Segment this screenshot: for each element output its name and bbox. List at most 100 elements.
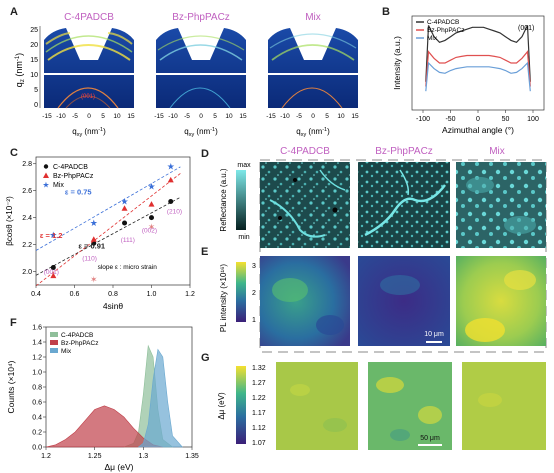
panel-e-colorbar-tick: 1	[252, 317, 256, 324]
panel-a-xtick: 0	[199, 113, 203, 120]
panel-b-annotation: (001)	[518, 25, 534, 32]
panel-c-xlabel: 4sinθ	[103, 301, 124, 311]
panel-a-xtick: -15	[42, 113, 52, 120]
panel-a-xtick: -5	[296, 113, 302, 120]
svg-text:qz (nm-1): qz (nm-1)	[14, 53, 26, 87]
panel-d-colorbar	[236, 170, 246, 230]
panel-c-point	[122, 221, 127, 226]
panel-e-colorbar	[236, 262, 246, 322]
panel-a-title: Mix	[305, 12, 321, 23]
panel-f-legend-label: C-4PADCB	[61, 332, 93, 339]
pl-map-c4padcb	[260, 256, 350, 346]
panel-b-legend-label: Bz-PhpPACz	[427, 27, 464, 34]
panel-a-ylabel-unit: (nm	[14, 61, 24, 79]
panel-f-ytick: 0.2	[32, 430, 42, 437]
panel-c-point: ★	[90, 218, 98, 228]
panel-c-legend-swatch	[43, 173, 49, 179]
panel-c-legend-label: Mix	[53, 182, 64, 189]
panel-b-legend-label: C-4PADCB	[427, 19, 459, 26]
panel-g-ylabel: Δμ (eV)	[217, 392, 226, 420]
panel-f-chart: 1.2 1.25 1.3 1.350.00.20.40.60.81.01.21.41.…	[0, 315, 200, 473]
panel-c-outlier: ✶	[90, 275, 98, 285]
panel-c-chart: ★ ★ ★ ★ ★ ✶ ✶ ε = 0.91 ε = 1.2 ε = 0.75 (001) (110)…	[0, 145, 200, 313]
reflectance-map-bzphppacz	[358, 162, 450, 248]
panel-c-ytick: 2.2	[22, 242, 32, 249]
panel-c-fit-label: ε = 0.75	[65, 188, 92, 197]
panel-c-reflection-label: (001)	[44, 269, 59, 276]
pl-map-mix	[456, 256, 546, 346]
panel-f-legend-swatch	[50, 348, 58, 353]
panel-c-ytick: 2.0	[22, 269, 32, 276]
panel-c-xtick: 0.6	[70, 291, 80, 298]
panel-d-column-title: Mix	[489, 146, 505, 157]
panel-c-fit-label: ε = 1.2	[40, 231, 63, 240]
panel-c-fit-label: ε = 0.91	[78, 242, 105, 251]
panel-c-legend-label: Bz-PhpPACz	[53, 173, 94, 180]
panel-f-legend-label: Mix	[61, 348, 72, 355]
panel-c-xtick: 0.4	[31, 291, 41, 298]
panel-c-ylabel: βcosθ (×10⁻²)	[5, 196, 14, 246]
delta-mu-map-mix	[462, 362, 546, 450]
panel-a-xtick: 0	[87, 113, 91, 120]
panel-b-xtick: 0	[476, 116, 480, 123]
panel-f-ytick: 0.4	[32, 415, 42, 422]
panel-a-xtick: 10	[113, 113, 121, 120]
panel-d-column-title: Bz-PhpPACz	[375, 146, 433, 157]
panel-c-point: ★	[121, 196, 129, 206]
panel-c-reflection-label: (002)	[142, 227, 157, 234]
giwaxs-pattern-c4padcb: (001)	[44, 28, 134, 108]
panel-a-xtick: 0	[311, 113, 315, 120]
panel-f-xtick: 1.25	[88, 453, 102, 460]
panel-c-xtick: 0.8	[108, 291, 118, 298]
panel-f-ytick: 1.4	[32, 340, 42, 347]
panel-f-legend-swatch	[50, 340, 58, 345]
panel-a-ytick: 20	[30, 42, 38, 49]
giwaxs-pattern-mix	[268, 28, 358, 108]
panel-a-xtick: -15	[154, 113, 164, 120]
panel-a-title: Bz-PhpPACz	[172, 12, 230, 23]
giwaxs-annotation: (001)	[81, 94, 95, 100]
panel-a-xtick: -5	[184, 113, 190, 120]
panel-a-giwaxs: qz (nm-1) 25 20 15 10 5 0 (001) C-4PA	[0, 0, 384, 140]
panel-f-xtick: 1.35	[185, 453, 199, 460]
panel-b-xlabel: Azimuthal angle (°)	[442, 125, 514, 135]
panel-a-xtick: 15	[239, 113, 247, 120]
panel-b-xtick: -50	[445, 116, 455, 123]
panel-b-series-line	[426, 52, 531, 87]
panel-a-xtick: -10	[168, 113, 178, 120]
panel-d-colorbar-min: min	[238, 234, 249, 241]
panel-a-xtick: 15	[127, 113, 135, 120]
panel-b-xtick: -100	[416, 116, 430, 123]
panel-b-chart: -100 -50 0 50 100Azimuthal angle (°)Intensit…	[382, 0, 552, 140]
panel-b-xtick: 100	[527, 116, 539, 123]
panel-c-reflection-label: (110)	[82, 256, 97, 263]
panel-a-xtick: 5	[325, 113, 329, 120]
panel-c-point	[168, 177, 174, 183]
panel-f-ytick: 1.2	[32, 355, 42, 362]
panel-a-xtick: 5	[101, 113, 105, 120]
panel-d-ylabel: Reflectance (a.u.)	[219, 168, 228, 231]
panel-d-colorbar-max: max	[237, 162, 251, 169]
maps-panel: C-4PADCB Bz-PhpPACz Mix max min Reflecta…	[200, 140, 554, 473]
panel-e-colorbar-tick: 2	[252, 290, 256, 297]
panel-a-title: C-4PADCB	[64, 12, 114, 23]
panel-b-series-line	[426, 63, 531, 91]
panel-c-ytick: 2.8	[22, 161, 32, 168]
panel-g-colorbar-tick: 1.12	[252, 425, 266, 432]
panel-c-reflection-label: (210)	[167, 209, 182, 216]
panel-a-ytick: 0	[34, 102, 38, 109]
panel-c-ytick: 2.6	[22, 188, 32, 195]
panel-f-legend-label: Bz-PhpPACz	[61, 340, 98, 347]
panel-c-legend-swatch: ★	[42, 181, 49, 190]
panel-c-xtick: 1.0	[147, 291, 157, 298]
reflectance-map-mix	[456, 162, 546, 248]
panel-c-point	[149, 215, 154, 220]
panel-f-ytick: 0.6	[32, 400, 42, 407]
panel-e-ylabel: PL intensity (×10¹⁶)	[219, 264, 228, 332]
panel-d-column-title: C-4PADCB	[280, 146, 330, 157]
panel-b-xtick: 50	[502, 116, 510, 123]
svg-text:qxy (nm-1): qxy (nm-1)	[296, 127, 330, 138]
panel-a-ytick: 25	[30, 27, 38, 34]
panel-c-point: ★	[167, 161, 175, 171]
panel-a-ytick: 10	[30, 72, 38, 79]
